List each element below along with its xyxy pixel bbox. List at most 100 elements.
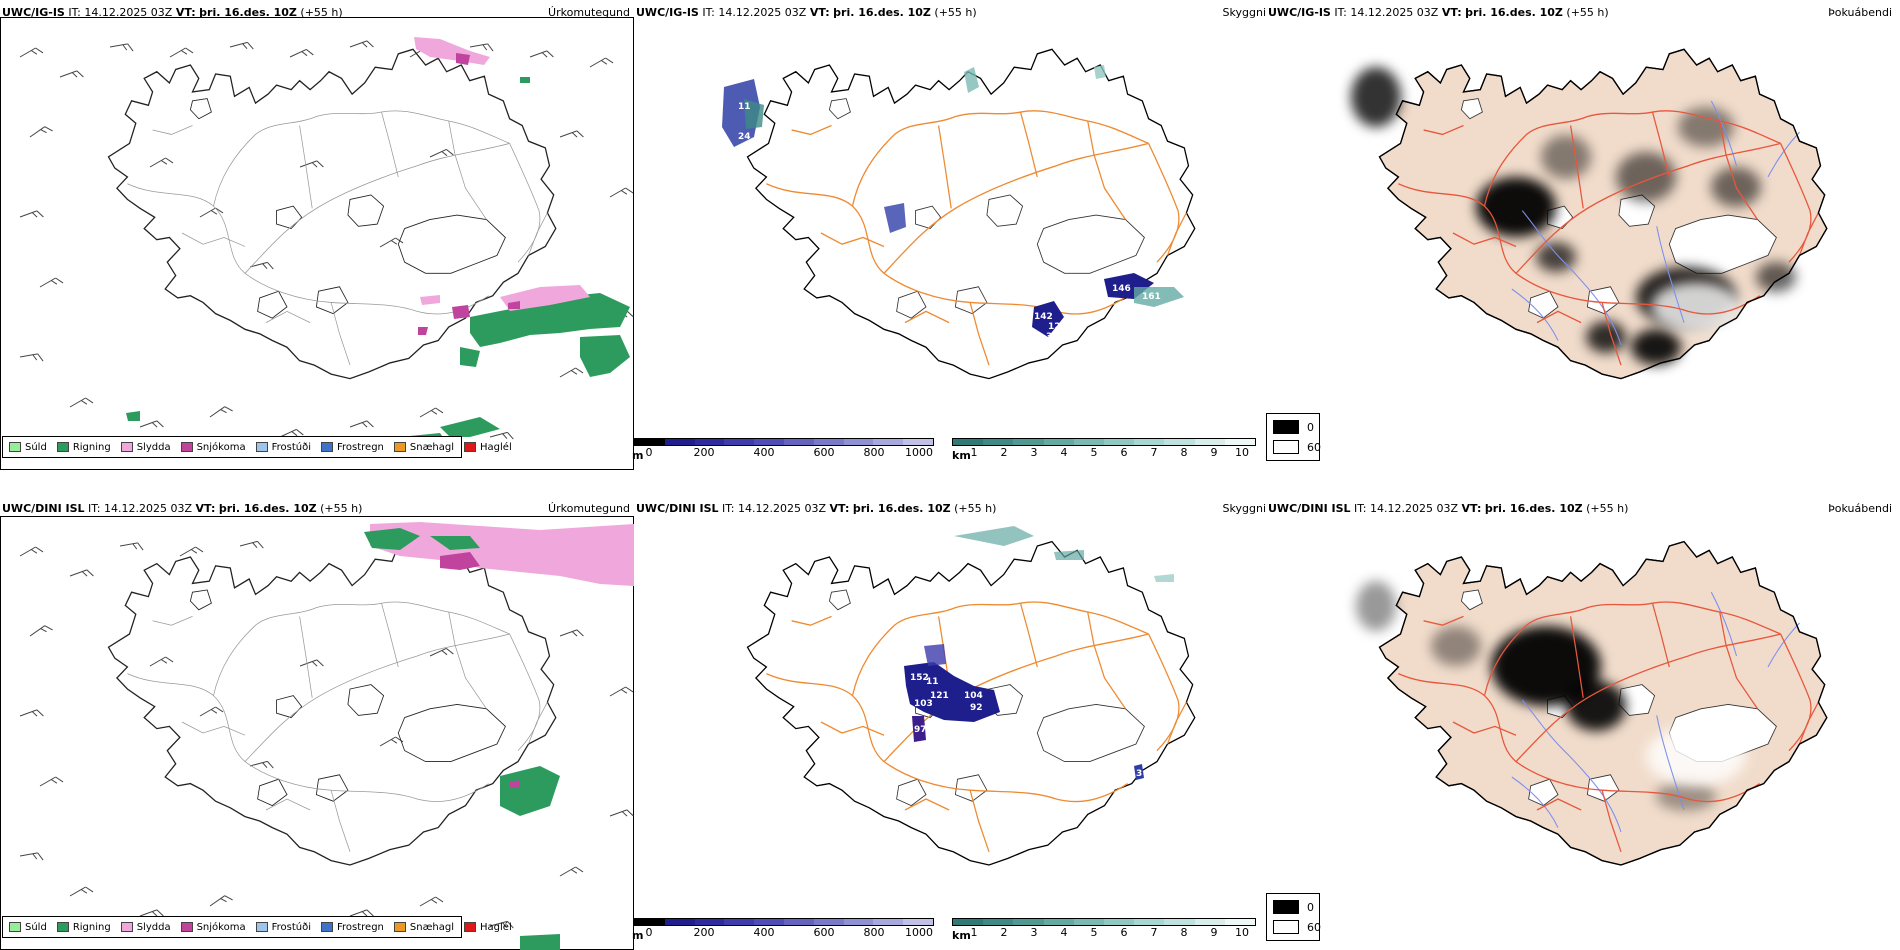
vis-label: 24	[738, 132, 751, 142]
vis-label: 104	[964, 691, 983, 701]
legend-item: Slydda	[120, 442, 171, 453]
vis-label: 146	[1112, 284, 1131, 294]
colorbar-strip	[952, 438, 1256, 446]
visibility-value-labels: 152 11 121 103 104 92 97 3	[910, 673, 1142, 779]
visibility-low-areas	[722, 65, 1184, 337]
legend-swatch	[464, 922, 477, 932]
panel-header: UWC/DINI ISL IT: 14.12.2025 03Z VT: þri.…	[1268, 502, 1629, 515]
fog-light-areas	[1651, 282, 1846, 337]
panel-header: UWC/IG-IS IT: 14.12.2025 03Z VT: þri. 16…	[2, 6, 343, 19]
legend-item: Frostregn	[321, 442, 384, 453]
panel-header: UWC/IG-IS IT: 14.12.2025 03Z VT: þri. 16…	[636, 6, 977, 19]
vis-label: 92	[970, 703, 983, 713]
colorbar-ticks: 0 200 400 600 800 1000	[645, 926, 934, 939]
colorbar-strip	[952, 918, 1256, 926]
precip-legend: Súld Rigning Slydda Snjókoma Frostúði Fr…	[2, 916, 512, 938]
legend-swatch	[393, 442, 406, 452]
vis-label: 103	[914, 699, 933, 709]
precip-sleet-areas	[370, 522, 634, 586]
panel-title: Úrkomutegund	[548, 6, 630, 19]
fog-panel-top: UWC/IG-IS IT: 14.12.2025 03Z VT: þri. 16…	[1266, 0, 1900, 470]
fog-map	[1356, 540, 1828, 866]
legend-swatch	[180, 922, 193, 932]
visibility-m-colorbar: 0 200 400 600 800 1000 m	[632, 438, 934, 462]
legend-item: Rigning	[56, 922, 111, 933]
visibility-map: 152 11 121 103 104 92 97 3	[746, 526, 1196, 866]
legend-swatch	[321, 922, 333, 932]
colorbar-strip	[634, 438, 934, 446]
vis-label: 126	[1048, 322, 1067, 332]
visibility-panel-top: UWC/IG-IS IT: 14.12.2025 03Z VT: þri. 16…	[632, 0, 1266, 470]
legend-swatch	[321, 442, 333, 452]
fog-legend-swatch	[1273, 440, 1299, 454]
visibility-value-labels: 11 24 142 126 146 161 37	[738, 102, 1161, 342]
fog-legend-swatch	[1273, 920, 1299, 934]
legend-item: Frostregn	[321, 922, 384, 933]
vis-label: 152	[910, 673, 929, 683]
colorbar-unit: km	[952, 449, 971, 462]
legend-item: Snæhagl	[393, 442, 454, 453]
precip-rain-areas	[364, 528, 560, 950]
legend-item: Snjókoma	[180, 442, 246, 453]
panel-header: UWC/DINI ISL IT: 14.12.2025 03Z VT: þri.…	[636, 502, 997, 515]
legend-swatch	[255, 442, 268, 452]
panel-title: Skyggni	[1222, 6, 1266, 19]
vis-label: 37	[1046, 332, 1059, 342]
fog-light-areas	[1646, 726, 1746, 786]
legend-item: Súld	[9, 442, 47, 453]
legend-item: Haglél	[464, 442, 512, 453]
legend-swatch	[120, 442, 133, 452]
colorbar-unit: km	[952, 929, 971, 942]
colorbar-strip	[634, 918, 934, 926]
precip-type-panel-top: UWC/IG-IS IT: 14.12.2025 03Z VT: þri. 16…	[0, 0, 635, 470]
panel-title: Þokuábendi	[1828, 502, 1892, 515]
panel-title: Úrkomutegund	[548, 502, 630, 515]
fog-legend: 0 60	[1266, 893, 1321, 941]
legend-swatch	[180, 442, 193, 452]
vis-label: 11	[926, 677, 939, 687]
precip-sleet-areas	[414, 37, 590, 311]
colorbar-unit: m	[632, 929, 644, 942]
map-frame	[0, 17, 634, 470]
panel-header: UWC/IG-IS IT: 14.12.2025 03Z VT: þri. 16…	[1268, 6, 1609, 19]
fog-dark-areas	[1356, 581, 1716, 811]
fog-legend-swatch	[1273, 900, 1299, 914]
wind-barbs	[19, 38, 634, 446]
precip-type-panel-bottom: UWC/DINI ISL IT: 14.12.2025 03Z VT: þri.…	[0, 480, 635, 950]
vis-label: 121	[930, 691, 949, 701]
legend-swatch	[464, 442, 477, 452]
legend-item: Snjókoma	[180, 922, 246, 933]
precip-snow-areas	[440, 552, 520, 788]
precip-map	[19, 522, 634, 950]
precip-rain-areas	[126, 77, 630, 451]
panel-title: Skyggni	[1222, 502, 1266, 515]
precip-snow-areas	[418, 53, 520, 335]
visibility-panel-bottom: UWC/DINI ISL IT: 14.12.2025 03Z VT: þri.…	[632, 480, 1266, 950]
legend-item: Súld	[9, 922, 47, 933]
legend-swatch	[9, 922, 21, 932]
legend-swatch	[9, 442, 21, 452]
precip-legend: Súld Rigning Slydda Snjókoma Frostúði Fr…	[2, 436, 512, 458]
legend-item: Frostúði	[255, 442, 311, 453]
panel-header: UWC/DINI ISL IT: 14.12.2025 03Z VT: þri.…	[2, 502, 363, 515]
legend-item: Snæhagl	[393, 922, 454, 933]
vis-label: 161	[1142, 292, 1161, 302]
legend-swatch	[255, 922, 268, 932]
colorbar-ticks: 1 2 3 4 5 6 7 8 9 10	[970, 926, 1250, 939]
legend-item: Frostúði	[255, 922, 311, 933]
colorbar-ticks: 1 2 3 4 5 6 7 8 9 10	[970, 446, 1250, 459]
visibility-low-areas	[904, 526, 1174, 780]
precip-map	[19, 37, 634, 451]
legend-swatch	[120, 922, 133, 932]
legend-item: Haglél	[464, 922, 512, 933]
fog-legend-swatch	[1273, 420, 1299, 434]
legend-item: Rigning	[56, 442, 111, 453]
legend-swatch	[393, 922, 406, 932]
vis-label: 11	[738, 102, 751, 112]
vis-label: 142	[1034, 312, 1053, 322]
colorbar-unit: m	[632, 449, 644, 462]
colorbar-ticks: 0 200 400 600 800 1000	[645, 446, 934, 459]
legend-item: Slydda	[120, 922, 171, 933]
panel-title: Þokuábendi	[1828, 6, 1892, 19]
fog-panel-bottom: UWC/DINI ISL IT: 14.12.2025 03Z VT: þri.…	[1266, 480, 1900, 950]
